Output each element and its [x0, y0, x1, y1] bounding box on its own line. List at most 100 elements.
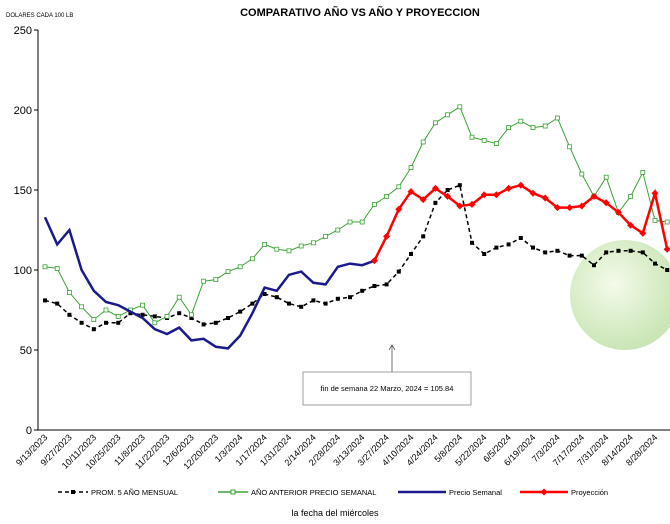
legend-marker [230, 489, 236, 495]
y-tick-label: 250 [14, 25, 32, 37]
marker [541, 194, 549, 202]
marker [518, 118, 524, 124]
marker [201, 322, 206, 327]
marker [628, 248, 633, 253]
marker [140, 302, 146, 308]
y-tick-label: 50 [20, 345, 32, 357]
marker [213, 320, 218, 325]
marker [468, 200, 476, 208]
marker [592, 263, 596, 268]
marker [164, 313, 170, 319]
marker [67, 312, 72, 317]
marker [505, 184, 513, 192]
marker [506, 125, 512, 130]
marker [310, 240, 316, 246]
marker [140, 312, 145, 317]
marker [469, 134, 475, 140]
marker [323, 233, 329, 239]
annotation: fin de semana 22 Marzo, 2024 = 105.84 [321, 384, 454, 393]
marker [652, 217, 658, 223]
marker [616, 248, 621, 253]
marker [444, 192, 452, 200]
marker [421, 234, 426, 239]
marker [226, 316, 230, 320]
marker [335, 296, 340, 301]
marker [419, 196, 427, 204]
y-tick-label: 150 [14, 185, 32, 197]
marker [480, 191, 488, 199]
marker [115, 313, 121, 319]
marker [602, 199, 610, 207]
marker [189, 316, 194, 320]
marker [54, 265, 60, 271]
marker [578, 202, 586, 210]
marker [517, 181, 525, 189]
marker [555, 115, 560, 121]
marker [274, 295, 279, 300]
marker [665, 268, 670, 272]
marker [493, 141, 499, 147]
marker [286, 248, 292, 254]
marker [152, 320, 158, 326]
marker [432, 120, 438, 126]
marker [566, 204, 574, 212]
marker [360, 288, 365, 293]
marker [506, 242, 511, 247]
marker [384, 193, 390, 199]
marker [653, 261, 657, 266]
legend-label: AÑO ANTERIOR PRECIO SEMANAL [251, 488, 376, 497]
marker [188, 312, 194, 318]
marker [518, 236, 523, 240]
marker [396, 184, 402, 190]
marker [372, 284, 377, 288]
marker [457, 183, 462, 188]
marker [67, 289, 72, 295]
marker [213, 277, 219, 283]
marker [249, 256, 255, 262]
y-axis-label: DOLARES CADA 100 LB [6, 13, 73, 19]
y-tick-label: 100 [14, 265, 32, 277]
marker [176, 294, 182, 300]
y-tick-label: 0 [26, 425, 32, 437]
marker [651, 189, 659, 197]
marker [384, 282, 389, 287]
marker [567, 144, 572, 150]
marker [590, 192, 598, 200]
legend-label: PROM. 5 AÑO MENSUAL [91, 488, 178, 497]
y-tick-label: 200 [14, 105, 32, 117]
legend-marker [540, 488, 548, 496]
marker [555, 248, 560, 253]
series-line [44, 106, 668, 324]
marker [407, 188, 415, 196]
marker [553, 204, 561, 212]
marker [299, 304, 304, 309]
marker [408, 165, 414, 171]
marker [79, 304, 84, 310]
marker [42, 264, 48, 270]
marker [274, 246, 280, 252]
marker [250, 301, 255, 306]
marker [420, 139, 426, 145]
marker [640, 250, 645, 255]
marker [152, 314, 157, 319]
marker [530, 125, 536, 130]
legend-label: Precio Semanal [449, 488, 502, 497]
marker [287, 301, 291, 306]
watermark [570, 240, 670, 350]
marker [91, 327, 96, 332]
marker [481, 137, 487, 143]
legend-marker [71, 490, 75, 494]
marker [627, 221, 635, 229]
legend-label: Proyección [571, 488, 608, 497]
marker [529, 189, 537, 197]
marker [456, 202, 464, 210]
marker [237, 264, 243, 270]
marker [482, 252, 487, 256]
marker [103, 307, 109, 313]
series-line [44, 184, 668, 331]
series-line [43, 216, 375, 350]
marker [43, 298, 47, 303]
marker [116, 320, 121, 325]
marker [639, 229, 647, 237]
marker [457, 104, 463, 110]
